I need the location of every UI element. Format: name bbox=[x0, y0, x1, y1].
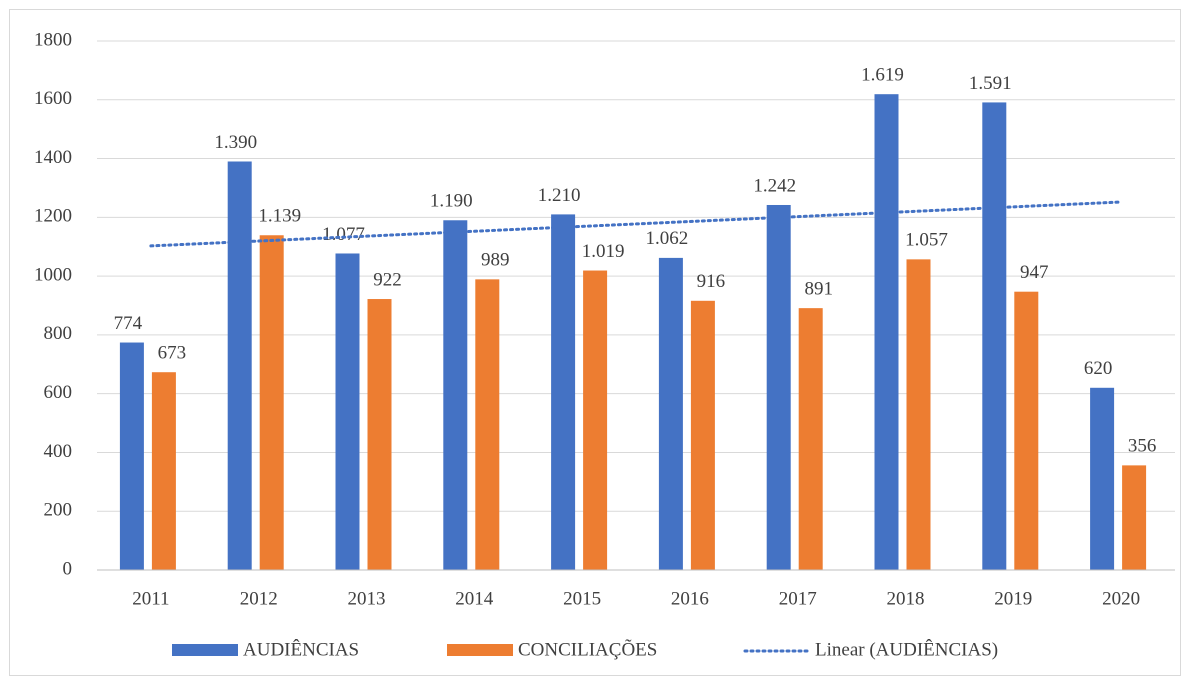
legend-label: CONCILIAÇÕES bbox=[518, 638, 657, 660]
x-tick-label: 2014 bbox=[455, 588, 494, 609]
bar bbox=[1090, 387, 1115, 570]
legend-label: AUDIÊNCIAS bbox=[243, 638, 359, 660]
x-tick-label: 2013 bbox=[348, 588, 386, 609]
x-tick-label: 2019 bbox=[994, 588, 1032, 609]
bar bbox=[443, 220, 468, 570]
data-label: 916 bbox=[697, 271, 726, 292]
x-tick-label: 2017 bbox=[779, 588, 817, 609]
x-tick-label: 2016 bbox=[671, 588, 709, 609]
y-tick-label: 0 bbox=[63, 558, 73, 579]
x-tick-label: 2012 bbox=[240, 588, 278, 609]
data-label: 1.062 bbox=[646, 228, 689, 249]
data-label: 891 bbox=[804, 279, 833, 300]
bar bbox=[335, 253, 360, 570]
y-tick-label: 1200 bbox=[34, 206, 72, 227]
data-label: 1.591 bbox=[969, 73, 1012, 94]
legend-swatch bbox=[172, 644, 238, 656]
bar bbox=[551, 214, 576, 570]
data-label: 989 bbox=[481, 250, 510, 271]
bar bbox=[874, 94, 899, 571]
y-tick-label: 1000 bbox=[34, 264, 72, 285]
bar bbox=[475, 279, 500, 570]
x-tick-label: 2015 bbox=[563, 588, 601, 609]
legend-label: Linear (AUDIÊNCIAS) bbox=[815, 638, 998, 660]
bar bbox=[583, 270, 608, 570]
bar bbox=[259, 235, 284, 570]
data-label: 1.210 bbox=[538, 185, 581, 206]
data-label: 1.190 bbox=[430, 191, 473, 212]
data-label: 673 bbox=[158, 343, 187, 364]
x-tick-label: 2011 bbox=[132, 588, 169, 609]
y-tick-label: 1600 bbox=[34, 88, 72, 109]
bar bbox=[906, 259, 931, 570]
x-tick-label: 2020 bbox=[1102, 588, 1140, 609]
y-tick-label: 400 bbox=[44, 441, 73, 462]
legend-swatch bbox=[447, 644, 513, 656]
bar bbox=[119, 342, 144, 570]
bar bbox=[367, 299, 392, 570]
data-label: 1.057 bbox=[905, 230, 948, 251]
bar bbox=[227, 161, 252, 570]
data-label: 1.390 bbox=[214, 132, 257, 153]
bar bbox=[766, 204, 791, 571]
bar bbox=[982, 102, 1007, 570]
bar bbox=[798, 308, 823, 570]
bar bbox=[1122, 465, 1147, 570]
bar bbox=[658, 257, 683, 570]
y-tick-label: 800 bbox=[44, 323, 73, 344]
bar bbox=[1014, 291, 1039, 570]
y-tick-label: 1800 bbox=[34, 29, 72, 50]
bar bbox=[151, 372, 176, 570]
y-tick-label: 200 bbox=[44, 500, 73, 521]
trendline bbox=[149, 200, 1123, 248]
x-tick-label: 2018 bbox=[887, 588, 925, 609]
bar bbox=[690, 300, 715, 570]
data-label: 1.019 bbox=[582, 241, 625, 262]
data-label: 1.077 bbox=[322, 224, 365, 245]
data-label: 1.619 bbox=[861, 65, 904, 86]
data-label: 774 bbox=[114, 313, 143, 334]
y-tick-label: 600 bbox=[44, 382, 73, 403]
data-label: 356 bbox=[1128, 436, 1157, 457]
y-tick-label: 1400 bbox=[34, 147, 72, 168]
data-label: 922 bbox=[373, 269, 402, 290]
data-label: 620 bbox=[1084, 358, 1113, 379]
data-label: 1.139 bbox=[258, 206, 301, 227]
data-label: 947 bbox=[1020, 262, 1049, 283]
data-label: 1.242 bbox=[753, 175, 796, 196]
